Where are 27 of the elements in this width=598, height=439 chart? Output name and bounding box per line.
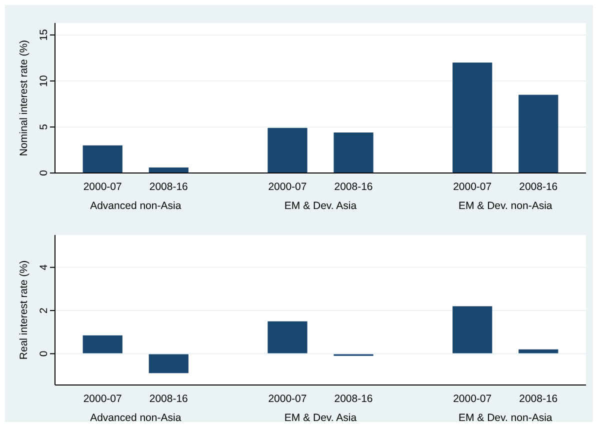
x-tick-label: 2000-07 <box>453 181 492 193</box>
y-tick-label: 4 <box>38 264 50 270</box>
x-tick-label: 2000-07 <box>83 181 122 193</box>
text: Advanced non-Asia <box>90 200 182 212</box>
text: Advanced non-Asia <box>90 412 182 424</box>
text: EM & Dev. Asia <box>284 412 357 424</box>
y-tick-label: 0 <box>38 350 50 357</box>
x-tick-label: 2008-16 <box>334 393 373 405</box>
y-axis-title: Nominal interest rate (%) <box>18 40 30 156</box>
x-tick-label: 2008-16 <box>149 181 188 193</box>
y-tick-label: 15 <box>38 28 50 41</box>
x-tick-label: 2000-07 <box>83 393 122 405</box>
y-tick-label: 2 <box>38 307 50 314</box>
text: EM & Dev. non-Asia <box>458 412 552 424</box>
x-tick-label: 2008-16 <box>519 181 558 193</box>
x-tick-label: 2000-07 <box>453 393 492 405</box>
y-tick-label: 10 <box>38 74 50 87</box>
text: EM & Dev. Asia <box>284 200 357 212</box>
x-tick-label: 2000-07 <box>268 393 307 405</box>
x-tick-label: 2000-07 <box>268 181 307 193</box>
y-axis-title: Real interest rate (%) <box>18 260 30 360</box>
x-tick-label: 2008-16 <box>149 393 188 405</box>
x-tick-label: 2008-16 <box>334 181 373 193</box>
text: EM & Dev. non-Asia <box>458 200 552 212</box>
y-tick-label: 5 <box>38 124 50 130</box>
y-tick-label: 0 <box>38 170 50 176</box>
x-tick-label: 2008-16 <box>519 393 558 405</box>
